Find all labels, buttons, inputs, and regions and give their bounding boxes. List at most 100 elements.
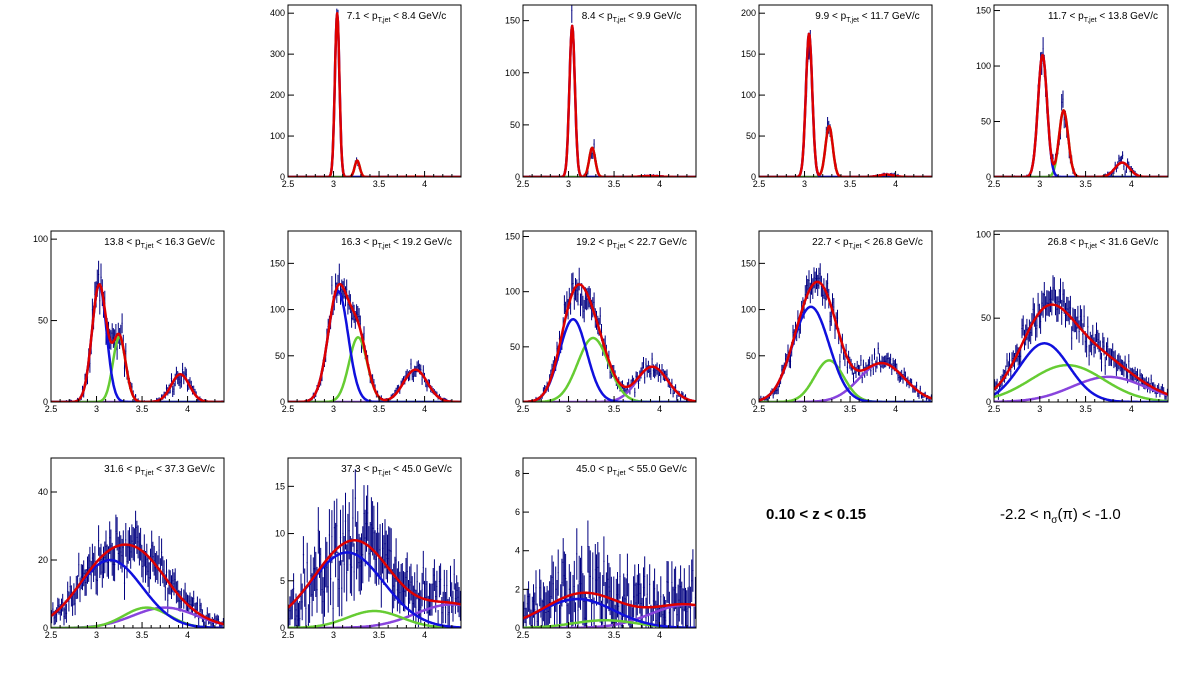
y-tick-label: 100 [741, 90, 756, 100]
plot-frame [287, 457, 462, 629]
x-tick-label: 3 [802, 179, 807, 189]
plot-area [523, 5, 696, 177]
y-tick-label: 4 [515, 546, 520, 556]
y-tick-label: 100 [270, 305, 285, 315]
x-tick-label: 4 [893, 404, 898, 414]
kaon-fit-curve [51, 335, 224, 402]
data-points [288, 8, 461, 177]
plot-area [51, 260, 224, 402]
x-tick-label: 4 [422, 404, 427, 414]
panel-title: 9.9 < pT,jet < 11.7 GeV/c [815, 11, 919, 24]
x-tick-label: 3.5 [373, 179, 386, 189]
y-tick-label: 150 [505, 232, 520, 242]
y-tick-label: 50 [981, 117, 991, 127]
x-tick-label: 3 [331, 179, 336, 189]
data-points [51, 260, 224, 402]
x-tick-label: 2.5 [988, 179, 1001, 189]
y-tick-label: 8 [515, 468, 520, 478]
kaon-fit-curve [288, 609, 461, 628]
y-tick-label: 150 [505, 16, 520, 26]
plot-frame [758, 4, 933, 178]
y-tick-label: 50 [981, 313, 991, 323]
x-tick-label: 3.5 [373, 404, 386, 414]
y-tick-label: 0 [43, 623, 48, 633]
plot-area [523, 520, 696, 628]
total-fit-curve [288, 282, 461, 402]
plot-frame [522, 230, 697, 403]
plot-area [288, 469, 461, 628]
nsigma-range-label: -2.2 < nσ(π) < -1.0 [1000, 506, 1121, 526]
histogram-panel: 2.5 3 3.5 4 0 2 4 6 8 45.0 < pT,jet < 55.0 GeV/c [515, 457, 697, 640]
proton-fit-curve [288, 603, 461, 628]
kaon-fit-curve [994, 109, 1168, 177]
kaon-fit-curve [759, 359, 932, 402]
total-fit-curve [994, 53, 1168, 177]
plot-area [288, 263, 461, 402]
plot-area [994, 37, 1168, 177]
y-tick-label: 150 [976, 6, 991, 16]
pion-fit-curve [51, 283, 224, 402]
x-tick-label: 2.5 [517, 179, 530, 189]
x-tick-label: 2.5 [45, 630, 58, 640]
proton-fit-curve [51, 606, 224, 628]
histogram-panel: 2.5 3 3.5 4 0 50 100 150 19.2 < pT,jet < 22.7 Ge… [505, 230, 697, 414]
y-tick-label: 150 [741, 258, 756, 268]
x-tick-label: 4 [422, 179, 427, 189]
plot-area [759, 30, 932, 177]
histogram-panel: 2.5 3 3.5 4 0 50 100 26.8 < pT,jet < 31.6 GeV/c [976, 229, 1169, 414]
pion-fit-curve [523, 24, 696, 177]
y-tick-label: 100 [33, 234, 48, 244]
data-points [994, 37, 1168, 177]
x-tick-label: 4 [657, 404, 662, 414]
x-tick-label: 2.5 [45, 404, 58, 414]
histogram-panel: 2.5 3 3.5 4 0 50 100 13.8 < pT,jet < 16.3 GeV/c [33, 230, 225, 414]
x-tick-label: 3 [802, 404, 807, 414]
x-tick-label: 4 [185, 404, 190, 414]
data-points [523, 5, 696, 177]
y-tick-label: 0 [515, 397, 520, 407]
y-tick-label: 100 [976, 229, 991, 239]
y-tick-label: 40 [38, 487, 48, 497]
y-tick-label: 0 [280, 397, 285, 407]
y-tick-label: 50 [746, 131, 756, 141]
x-tick-label: 3 [331, 404, 336, 414]
y-tick-label: 2 [515, 584, 520, 594]
proton-fit-curve [994, 161, 1168, 177]
total-fit-curve [759, 280, 932, 402]
pion-fit-curve [288, 551, 461, 628]
pion-fit-curve [51, 558, 224, 628]
pion-fit-curve [994, 53, 1168, 177]
kaon-fit-curve [288, 159, 461, 177]
data-points [759, 30, 932, 177]
x-tick-label: 2.5 [282, 404, 295, 414]
y-tick-label: 0 [43, 397, 48, 407]
data-points [288, 263, 461, 402]
kaon-fit-curve [994, 363, 1168, 402]
plot-frame [287, 230, 462, 403]
x-tick-label: 2.5 [753, 404, 766, 414]
x-tick-label: 3.5 [844, 404, 857, 414]
x-tick-label: 4 [1129, 404, 1134, 414]
panel-title: 37.3 < pT,jet < 45.0 GeV/c [341, 464, 452, 477]
histogram-panel: 2.5 3 3.5 4 0 100 200 300 400 7.1 < pT,jet < 8.4 … [270, 4, 462, 189]
panel-title: 45.0 < pT,jet < 55.0 GeV/c [576, 464, 687, 477]
pion-fit-curve [994, 342, 1168, 402]
total-fit-curve [288, 539, 461, 609]
x-tick-label: 3.5 [1079, 404, 1092, 414]
histogram-panel: 2.5 3 3.5 4 0 50 100 150 22.7 < pT,jet < 26.8 Ge… [741, 230, 933, 414]
y-tick-label: 15 [275, 481, 285, 491]
total-fit-curve [759, 32, 932, 177]
plot-area [288, 8, 461, 177]
histogram-panel: 2.5 3 3.5 4 0 50 100 150 8.4 < pT,jet < 9.9 GeV/… [505, 4, 697, 189]
y-tick-label: 0 [280, 172, 285, 182]
plot-area [994, 275, 1168, 402]
y-tick-label: 150 [270, 258, 285, 268]
x-tick-label: 3.5 [136, 404, 149, 414]
histogram-panel: 2.5 3 3.5 4 0 5 10 15 37.3 < pT,jet < 45.0 GeV/c [275, 457, 462, 640]
panel-title: 8.4 < pT,jet < 9.9 GeV/c [582, 11, 682, 24]
x-tick-label: 2.5 [517, 630, 530, 640]
y-tick-label: 100 [270, 131, 285, 141]
plot-frame [758, 230, 933, 403]
plot-frame [993, 230, 1169, 403]
panel-title: 16.3 < pT,jet < 19.2 GeV/c [341, 237, 452, 250]
